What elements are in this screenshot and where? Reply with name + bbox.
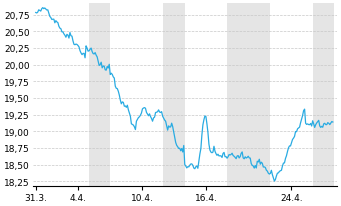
Bar [227, 4, 270, 186]
Bar [89, 4, 110, 186]
Bar [163, 4, 185, 186]
Bar [312, 4, 334, 186]
